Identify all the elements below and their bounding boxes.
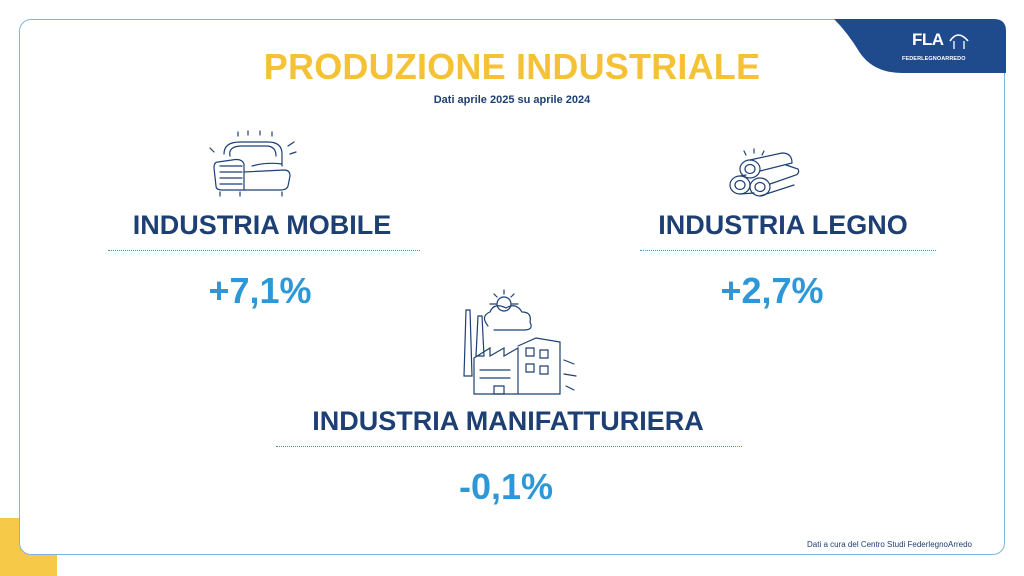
sector-value-mobile: +7,1% — [208, 270, 312, 311]
divider-manifatturiera — [276, 446, 742, 447]
logo-band — [834, 19, 1006, 73]
page-subtitle: Dati aprile 2025 su aprile 2024 — [433, 94, 591, 106]
logo-subtitle: FEDERLEGNOARREDO — [902, 56, 966, 62]
divider-legno — [640, 250, 936, 251]
sector-label-mobile: INDUSTRIA MOBILE — [132, 210, 392, 240]
logo-wordmark: FLA — [912, 30, 944, 49]
sector-value-legno: +2,7% — [720, 270, 824, 311]
sector-value-manifatturiera: -0,1% — [458, 466, 554, 507]
source-footnote: Dati a cura del Centro Studi FederlegnoA… — [807, 540, 972, 549]
divider-mobile — [108, 250, 420, 251]
factory-icon — [463, 289, 577, 395]
armchair-icon — [209, 130, 297, 197]
logs-icon — [729, 148, 800, 197]
infographic-card — [19, 19, 1005, 555]
sector-label-manifatturiera: INDUSTRIA MANIFATTURIERA — [312, 406, 704, 436]
page-title: PRODUZIONE INDUSTRIALE — [263, 46, 761, 87]
sector-label-legno: INDUSTRIA LEGNO — [658, 210, 908, 240]
